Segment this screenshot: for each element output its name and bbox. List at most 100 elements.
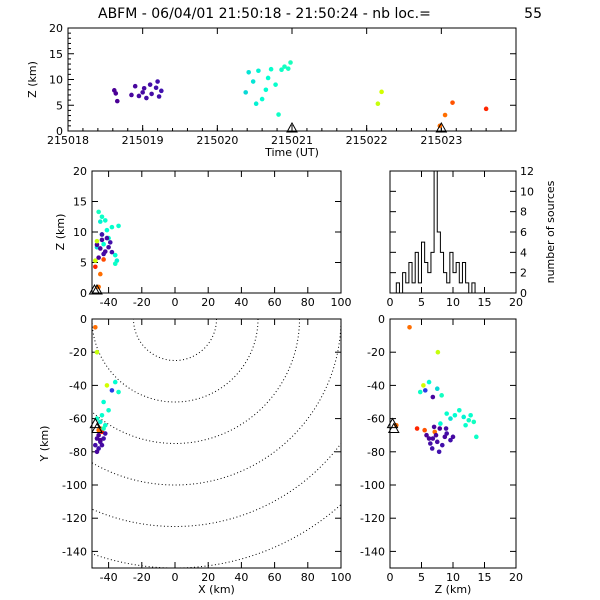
ytick-label: 0 [80,313,87,326]
data-point [98,419,103,425]
data-point [256,68,261,74]
data-point [98,219,103,224]
figure-title: ABFM - 06/04/01 21:50:18 - 21:50:24 - nb… [98,6,431,22]
data-point [375,101,381,107]
ytick-label: -60 [367,413,385,426]
data-point [101,257,106,262]
ytick-label: -120 [360,512,385,525]
ytick-label: 10 [520,185,534,198]
xtick-label: 215018 [47,134,89,147]
data-point [94,449,100,455]
data-point [265,75,271,81]
x-height-panel: 0 5 10 15 20 -40 -20 0 20 40 60 80 100 Z (km) [54,165,352,309]
xtick-label: 5 [418,571,425,584]
y-axis-label: number of sources [544,180,557,283]
data-point [442,112,448,118]
data-point [98,271,103,277]
x-axis-label: Z (km) [435,583,472,596]
data-point [422,427,427,433]
xtick-label: 40 [234,571,248,584]
data-point [99,232,105,237]
data-point [422,388,428,393]
xtick-label: 215019 [122,134,164,147]
data-point [426,379,432,385]
xtick-label: 215020 [196,134,238,147]
x-axis-label: X (km) [198,583,235,596]
xtick-label: 0 [387,571,394,584]
data-point [407,325,412,330]
data-point [93,264,98,270]
range-rings [92,319,341,568]
data-point [129,92,134,98]
time-height-panel: 0 5 10 15 20 215018 215019 215020 215021 215022 21… [26,22,517,159]
data-point [94,242,100,248]
ytick-label: -40 [367,379,385,392]
data-point [429,446,435,451]
data-point [433,432,439,438]
data-point [452,412,458,418]
data-point [136,93,142,99]
station-marker [387,422,400,434]
ytick-label: 10 [49,74,63,87]
data-point [116,389,121,395]
data-point [114,98,120,104]
data-point [112,261,118,267]
ytick-label: -120 [62,512,87,525]
xtick-label: 100 [331,571,352,584]
data-point [113,91,119,96]
data-point [437,426,443,431]
data-point [101,241,106,247]
data-point [279,67,284,73]
data-point [483,106,489,112]
data-point [263,87,269,93]
data-point [268,66,274,72]
xtick-label: 15 [478,296,492,309]
data-point [428,441,433,446]
histogram-steps [390,170,479,294]
data-point [288,60,293,65]
data-point [463,422,468,428]
data-point [101,426,106,431]
z-y-frame [389,318,517,569]
data-point [101,399,106,405]
data-point [141,85,147,91]
ytick-label: -100 [360,479,385,492]
data-point [285,66,291,71]
data-point [149,91,154,97]
data-point [431,424,437,430]
data-point [434,386,440,392]
data-point [250,79,256,84]
xtick-label: 80 [301,296,315,309]
xtick-label: 215021 [271,134,313,147]
data-point [379,89,384,95]
ytick-label: 10 [73,226,87,239]
data-point [457,408,462,413]
data-point [439,393,444,398]
data-point [468,412,473,418]
data-point [93,442,98,448]
data-point [99,412,105,418]
source-count: 55 [524,6,542,22]
data-point [253,101,259,107]
xtick-label: 10 [446,571,460,584]
data-point [99,442,105,448]
data-point [450,100,455,105]
ytick-label: -20 [367,346,385,359]
data-point [109,249,115,255]
range-ring [92,442,341,527]
data-point [414,426,420,431]
ytick-label: -80 [69,446,87,459]
data-point [99,237,105,243]
xtick-label: 5 [418,296,425,309]
x-height-frame [91,170,342,294]
ytick-label: -80 [367,446,385,459]
data-point [98,437,103,443]
xtick-label: 80 [301,571,315,584]
data-point [106,408,111,413]
data-point [140,90,145,95]
data-point [144,95,149,101]
ytick-label: -20 [69,346,87,359]
xtick-label: 60 [268,571,282,584]
data-point [436,449,442,455]
